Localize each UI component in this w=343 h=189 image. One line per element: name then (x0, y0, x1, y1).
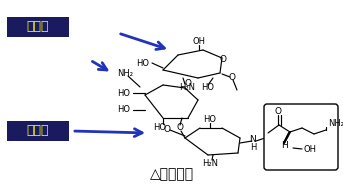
Text: O: O (274, 108, 282, 116)
FancyBboxPatch shape (264, 104, 338, 170)
Text: H₂N: H₂N (202, 159, 218, 167)
Text: 氨基醇: 氨基醇 (27, 125, 49, 138)
Text: N: N (250, 136, 256, 145)
Text: H: H (281, 140, 287, 149)
Text: O: O (220, 56, 226, 64)
Text: O: O (185, 78, 191, 88)
Text: 氨基糖: 氨基糖 (27, 20, 49, 33)
Text: OH: OH (304, 146, 317, 154)
Text: H: H (250, 143, 256, 152)
Text: HO: HO (201, 84, 214, 92)
Text: △阿米卡星: △阿米卡星 (150, 167, 194, 181)
Text: O: O (164, 125, 170, 135)
Text: HO: HO (117, 105, 130, 115)
Text: O: O (177, 123, 184, 132)
Text: O: O (228, 73, 236, 81)
Text: HO: HO (117, 88, 130, 98)
Text: NH₂: NH₂ (328, 119, 343, 129)
FancyBboxPatch shape (7, 17, 69, 37)
Text: NH₂: NH₂ (117, 68, 133, 77)
Text: H₂N: H₂N (179, 83, 195, 91)
Text: OH: OH (192, 37, 205, 46)
Text: HO: HO (154, 122, 166, 132)
Text: HO: HO (203, 115, 216, 125)
Text: HO: HO (136, 59, 149, 67)
FancyBboxPatch shape (7, 121, 69, 141)
